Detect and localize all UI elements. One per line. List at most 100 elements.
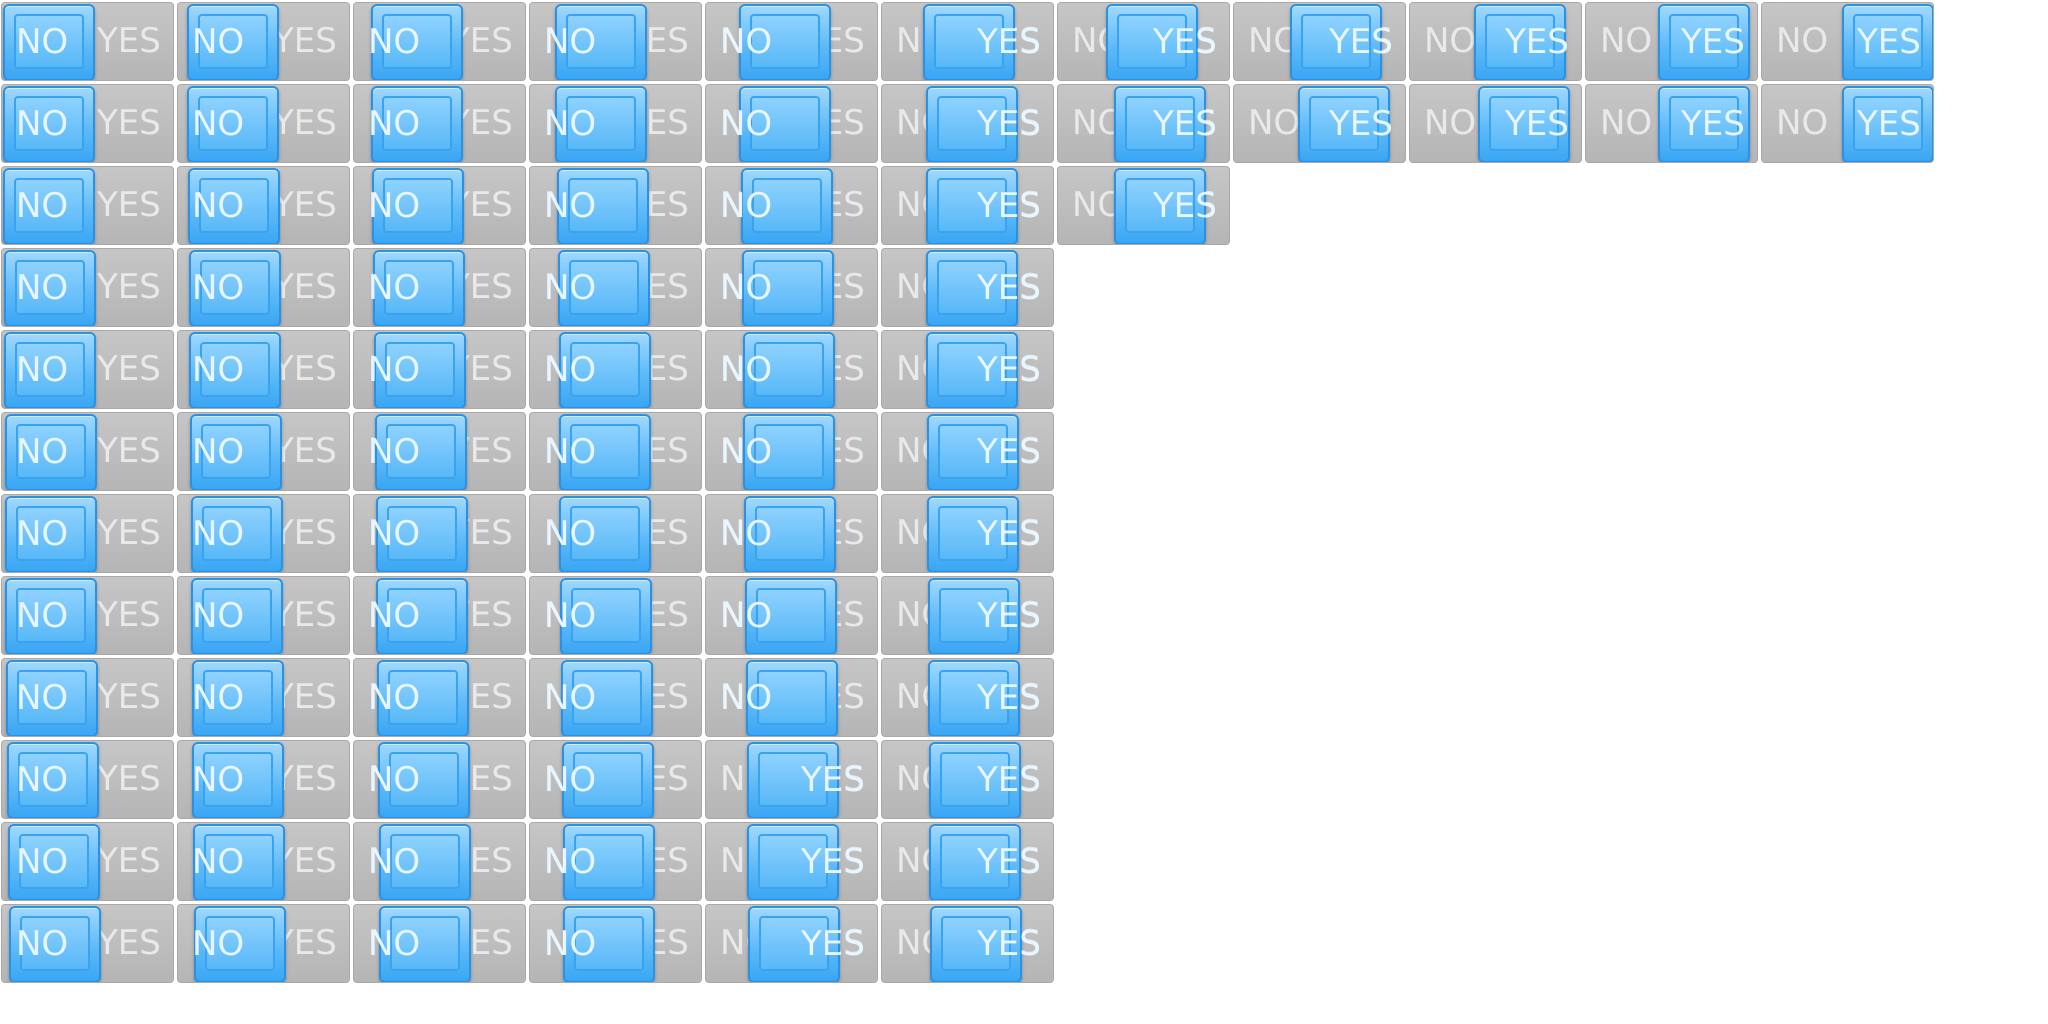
toggle-thumb[interactable]: NO (720, 168, 833, 244)
toggle-thumb[interactable]: NO (720, 660, 838, 736)
toggle-thumb[interactable]: NO (188, 168, 280, 244)
toggle-thumb[interactable]: NO (544, 578, 652, 654)
toggle-thumb[interactable]: NO (544, 250, 650, 326)
toggle-thumb[interactable]: YES (748, 906, 865, 982)
toggle-thumb[interactable]: YES (1478, 86, 1570, 162)
toggle-thumb[interactable]: YES (929, 824, 1041, 900)
toggle-thumb[interactable]: NO (190, 414, 282, 490)
toggle-thumb[interactable]: NO (368, 742, 470, 818)
toggle-thumb[interactable]: NO (368, 496, 468, 572)
toggle-thumb[interactable]: NO (720, 496, 836, 572)
toggle-thumb[interactable]: NO (3, 168, 95, 244)
toggle-thumb[interactable]: YES (928, 578, 1041, 654)
toggle-thumb[interactable]: YES (926, 168, 1041, 244)
toggle-thumb[interactable]: YES (747, 824, 865, 900)
toggle-thumb[interactable]: YES (1842, 4, 1933, 80)
toggle-thumb[interactable]: NO (368, 906, 471, 982)
toggle-thumb[interactable]: NO (189, 332, 281, 408)
toggle-thumb[interactable]: YES (1658, 86, 1750, 162)
toggle-thumb[interactable]: YES (1658, 4, 1750, 80)
toggle-thumb[interactable]: NO (7, 742, 99, 818)
toggle-thumb[interactable]: NO (368, 86, 463, 162)
toggle-thumb[interactable]: NO (720, 414, 835, 490)
toggle-thumb[interactable]: YES (926, 86, 1041, 162)
toggle-thumb[interactable]: YES (929, 742, 1041, 818)
toggle-thumb[interactable]: NO (544, 496, 651, 572)
toggle-thumb[interactable]: NO (3, 86, 95, 162)
toggle-thumb[interactable]: YES (930, 906, 1041, 982)
toggle-thumb[interactable]: NO (544, 414, 651, 490)
toggle-thumb[interactable]: YES (927, 496, 1041, 572)
toggle-thumb[interactable]: YES (1290, 4, 1393, 80)
toggle-thumb[interactable]: NO (189, 250, 281, 326)
toggle-thumb[interactable]: YES (926, 250, 1041, 326)
toggle-thumb[interactable]: NO (544, 168, 649, 244)
toggle-thumb[interactable]: NO (8, 824, 100, 900)
toggle-thumb[interactable]: NO (187, 86, 279, 162)
toggle-thumb[interactable]: YES (928, 660, 1041, 736)
toggle-thumb[interactable]: NO (3, 4, 95, 80)
toggle-thumb[interactable]: YES (1114, 168, 1217, 244)
toggle-thumb[interactable]: NO (9, 906, 101, 982)
toggle-thumb[interactable]: NO (191, 578, 283, 654)
toggle-thumb[interactable]: NO (368, 4, 463, 80)
toggle-thumb[interactable]: NO (720, 332, 835, 408)
toggle-thumb[interactable]: NO (544, 86, 647, 162)
toggle-thumb[interactable]: YES (1298, 86, 1393, 162)
toggle-thumb[interactable]: YES (747, 742, 865, 818)
toggle-thumb[interactable]: NO (720, 86, 831, 162)
